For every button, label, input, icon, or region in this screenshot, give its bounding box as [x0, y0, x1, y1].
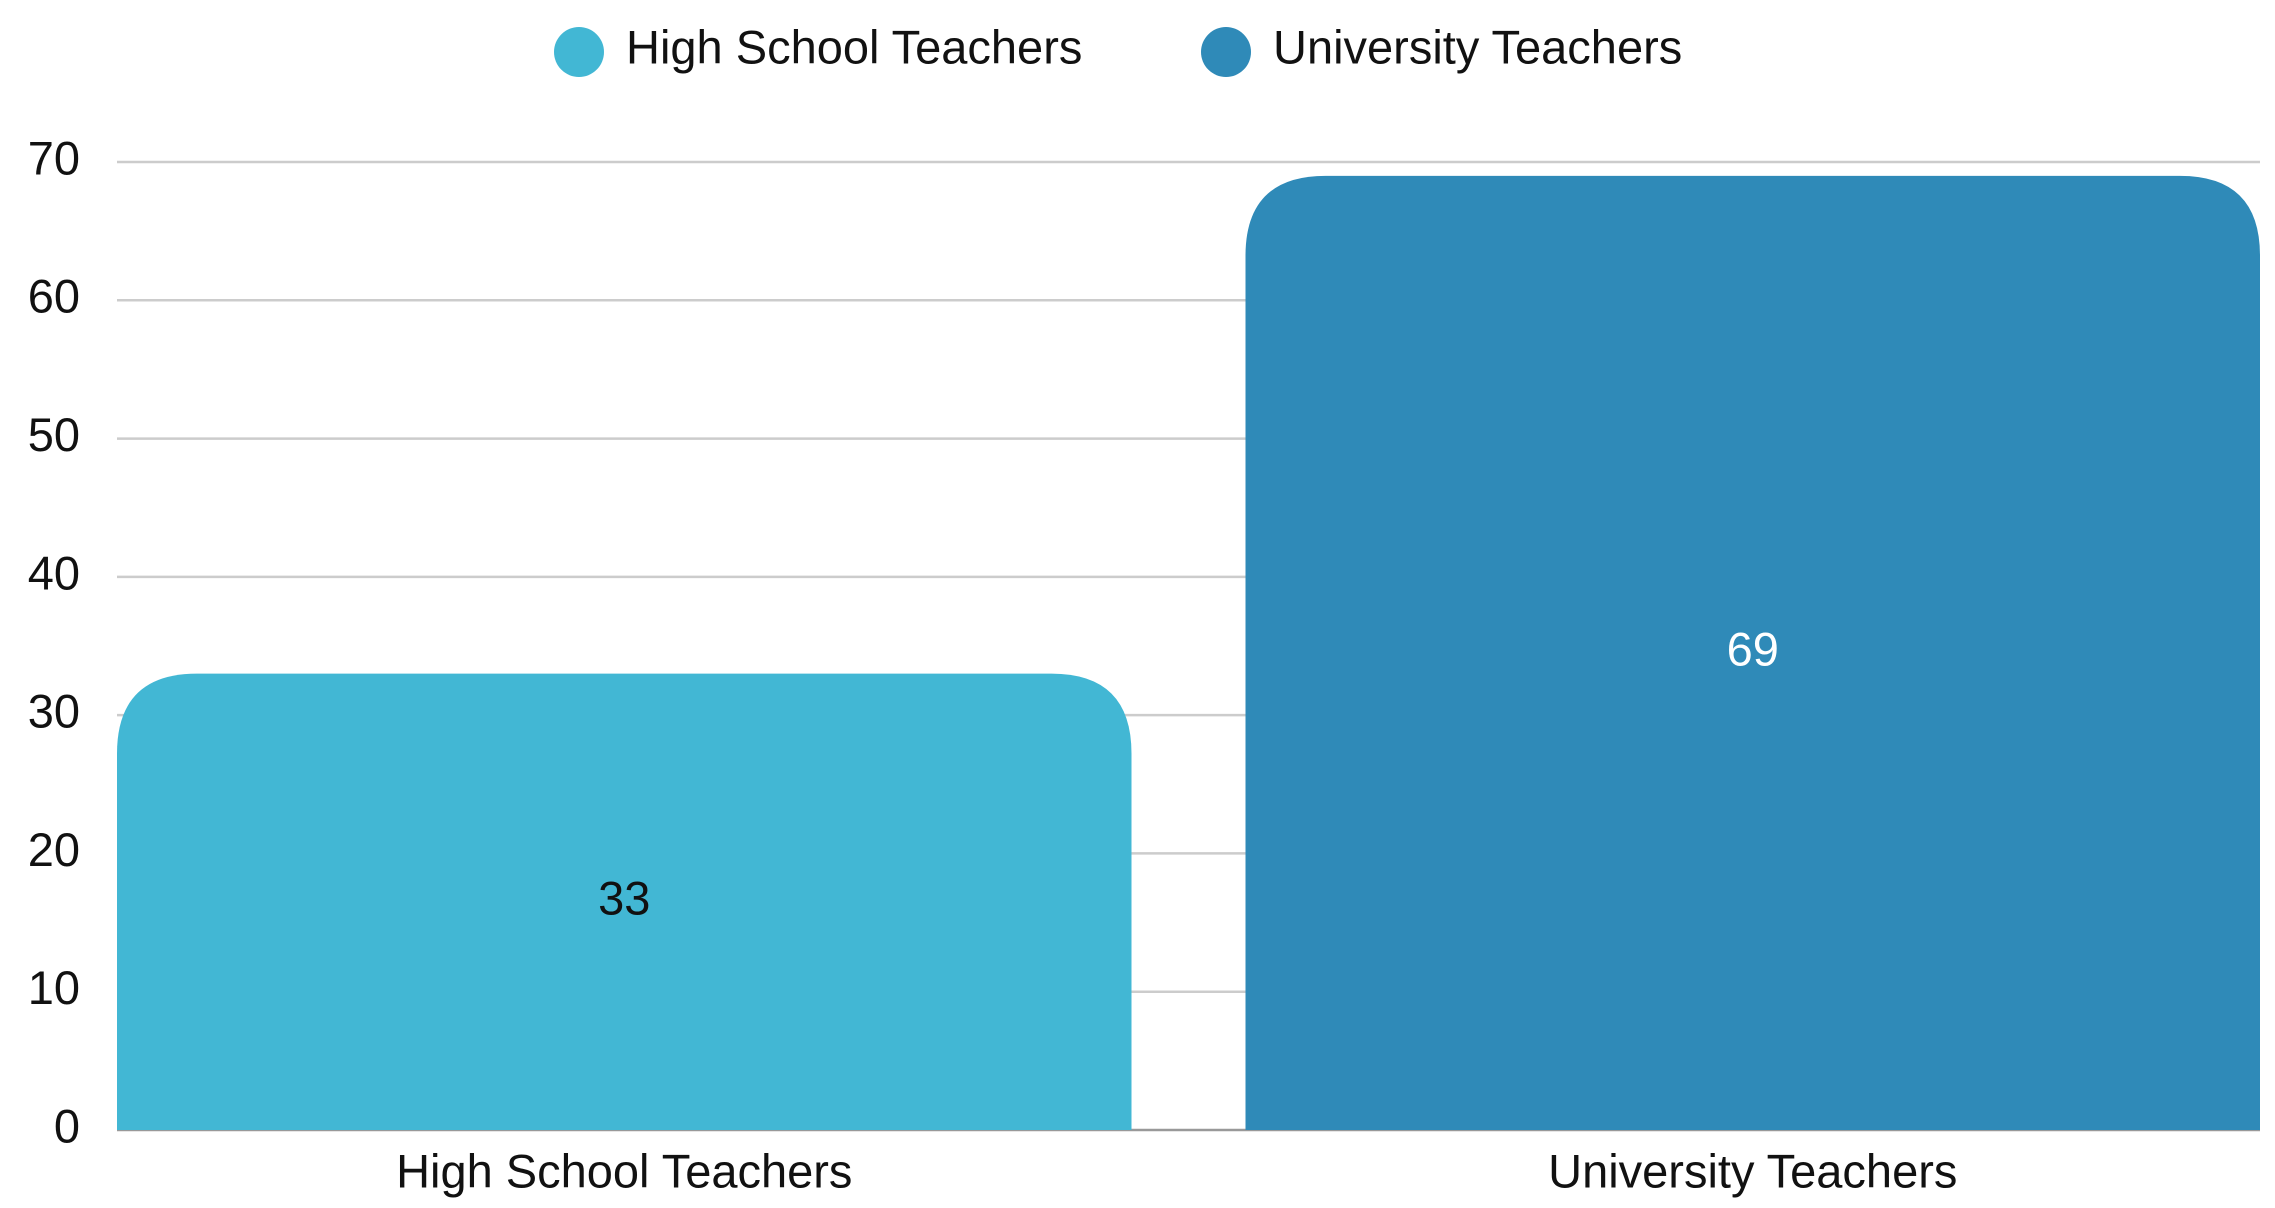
- y-tick-label: 10: [28, 961, 80, 1014]
- legend-marker: [1201, 27, 1251, 77]
- y-tick-label: 30: [28, 685, 80, 738]
- labels: 0 10 20 30 40 50 60 70 High School Teachers Unive…: [28, 20, 1958, 1197]
- data-label: 69: [1727, 622, 1779, 675]
- legend-marker: [554, 27, 604, 77]
- bar: [117, 673, 1132, 1130]
- legend-label: University Teachers: [1273, 20, 1682, 73]
- y-tick-label: 20: [28, 823, 80, 876]
- legend-label: High School Teachers: [626, 20, 1082, 73]
- x-tick-label: University Teachers: [1548, 1144, 1957, 1197]
- data-label: 33: [598, 871, 650, 924]
- y-tick-label: 70: [28, 131, 80, 184]
- y-tick-label: 60: [28, 270, 80, 323]
- x-tick-label: High School Teachers: [396, 1144, 852, 1197]
- y-tick-label: 50: [28, 408, 80, 461]
- bar: [1245, 175, 2260, 1131]
- y-tick-label: 0: [54, 1099, 80, 1152]
- y-tick-label: 40: [28, 546, 80, 599]
- bars: [117, 175, 2260, 1131]
